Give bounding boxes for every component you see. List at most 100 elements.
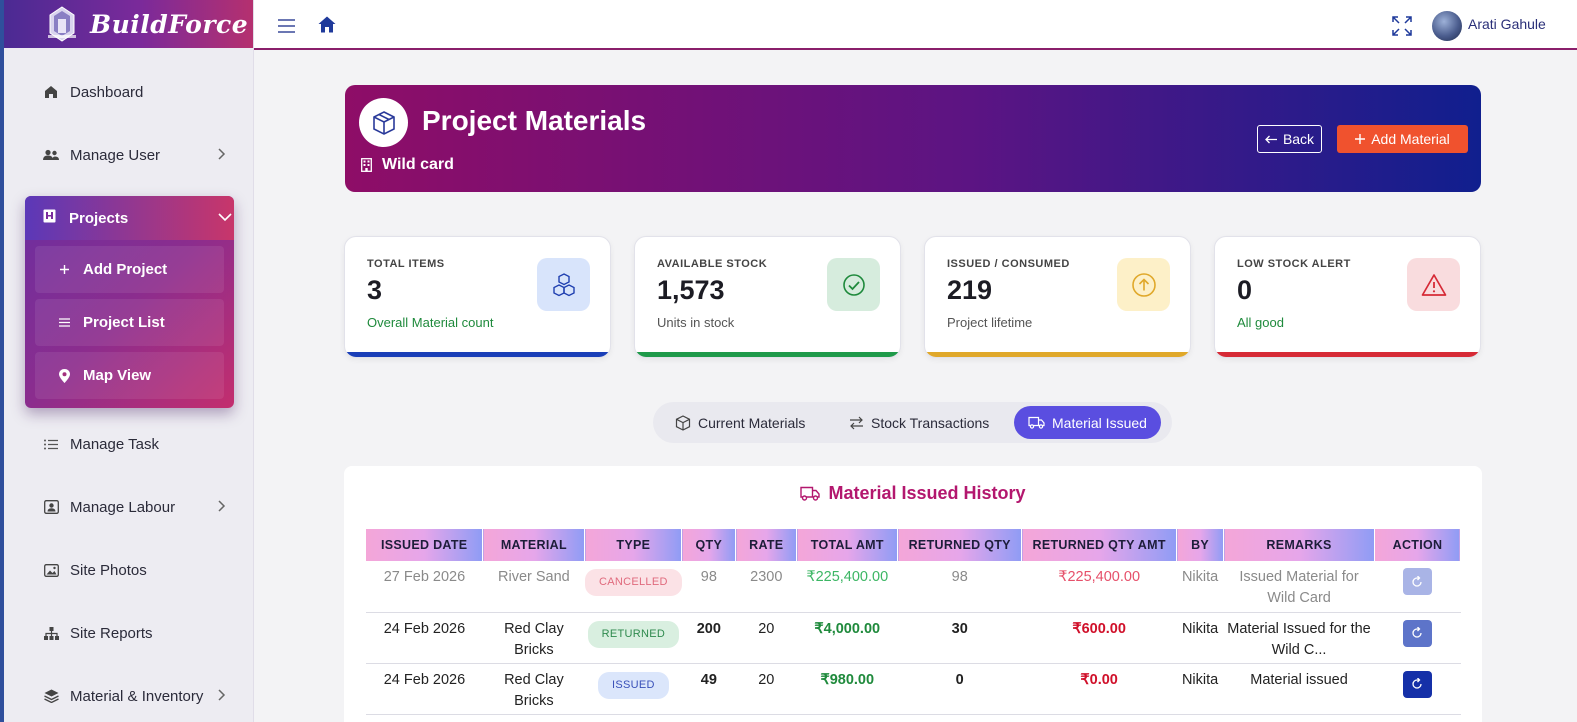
cell-returned-qty: 0: [897, 663, 1022, 715]
hamburger-menu-icon[interactable]: [278, 19, 295, 33]
back-button[interactable]: Back: [1257, 125, 1322, 153]
building-icon: [361, 158, 372, 172]
project-subtitle: Wild card: [361, 156, 454, 174]
list-icon: [42, 435, 60, 453]
col-total-amt[interactable]: TOTAL AMT: [796, 529, 899, 561]
return-button[interactable]: [1402, 670, 1432, 698]
return-button[interactable]: [1402, 568, 1432, 595]
cell-action: [1374, 561, 1461, 613]
return-button[interactable]: [1402, 619, 1432, 647]
chevron-right-icon: [218, 148, 226, 160]
sidebar-item-dashboard[interactable]: Dashboard: [4, 72, 254, 112]
cell-rate: 2300: [735, 561, 797, 613]
cell-by: Nikita: [1176, 663, 1224, 715]
cell-total: ₹980.00: [796, 663, 898, 715]
home-icon: [42, 83, 60, 101]
cell-action: [1374, 663, 1461, 715]
status-badge: RETURNED: [587, 620, 680, 648]
cell-qty: 98: [681, 561, 736, 613]
cell-material: Red Clay Bricks: [482, 663, 585, 715]
col-returned-qty-amt[interactable]: RETURNED QTY AMT: [1021, 529, 1178, 561]
stat-accent-bar: [635, 352, 900, 357]
history-panel: Material Issued History ISSUED DATE MATE…: [344, 466, 1482, 722]
fullscreen-icon[interactable]: [1392, 16, 1412, 36]
box-icon: [359, 98, 408, 147]
col-by[interactable]: BY: [1176, 529, 1225, 561]
user-name[interactable]: Arati Gahule: [1468, 16, 1546, 32]
box-icon: [675, 414, 691, 431]
tab-material-issued[interactable]: Material Issued: [1014, 406, 1161, 439]
chevron-right-icon: [218, 500, 226, 512]
cubes-icon: [537, 258, 590, 311]
sidebar-subitem-label: Add Project: [83, 261, 168, 278]
sidebar-item-label: Projects: [69, 209, 129, 227]
swap-icon: [850, 416, 863, 429]
col-rate[interactable]: RATE: [735, 529, 798, 561]
projects-icon: [43, 209, 61, 227]
sidebar-item-manage-labour[interactable]: Manage Labour: [4, 487, 254, 527]
tab-current-materials[interactable]: Current Materials: [661, 406, 819, 439]
home-icon[interactable]: [318, 16, 336, 33]
sidebar-subitem-label: Project List: [83, 314, 165, 331]
stat-label: LOW STOCK ALERT: [1237, 258, 1351, 270]
col-material[interactable]: MATERIAL: [482, 529, 586, 561]
sidebar-subitem-map-view[interactable]: Map View: [35, 352, 224, 399]
back-button-label: Back: [1282, 131, 1315, 147]
stat-label: AVAILABLE STOCK: [657, 258, 768, 270]
check-circle-icon: [827, 258, 880, 311]
sidebar-item-label: Material & Inventory: [70, 687, 204, 705]
sidebar-item-label: Manage Labour: [70, 498, 176, 516]
sidebar-subitem-add-project[interactable]: Add Project: [35, 246, 224, 293]
arrow-left-icon: [1265, 135, 1277, 143]
list-icon: [57, 318, 71, 327]
sidebar-item-material-inventory[interactable]: Material & Inventory: [4, 676, 254, 716]
avatar[interactable]: [1432, 11, 1462, 41]
stat-accent-bar: [1215, 352, 1480, 357]
projects-menu: Projects Add Project Project List Map Vi…: [25, 196, 234, 408]
table-header-row: ISSUED DATE MATERIAL TYPE QTY RATE TOTAL…: [366, 529, 1462, 561]
col-returned-qty[interactable]: RETURNED QTY: [897, 529, 1023, 561]
sidebar-subitem-project-list[interactable]: Project List: [35, 299, 224, 346]
sidebar-item-site-reports[interactable]: Site Reports: [4, 613, 254, 653]
col-qty[interactable]: QTY: [681, 529, 737, 561]
sidebar-item-site-photos[interactable]: Site Photos: [4, 550, 254, 590]
col-type[interactable]: TYPE: [584, 529, 683, 561]
history-title-text: Material Issued History: [828, 483, 1026, 503]
col-issued-date[interactable]: ISSUED DATE: [366, 529, 484, 561]
stat-accent-bar: [345, 352, 610, 357]
stat-note: Overall Material count: [367, 315, 494, 330]
sidebar-item-label: Site Photos: [70, 561, 147, 579]
users-icon: [42, 146, 60, 164]
sidebar-item-manage-task[interactable]: Manage Task: [4, 424, 254, 464]
plus-icon: [57, 265, 71, 274]
sidebar-item-projects[interactable]: Projects: [25, 196, 234, 240]
table-row: 27 Feb 2026 River Sand CANCELLED 98 2300…: [366, 561, 1461, 613]
arrow-up-circle-icon: [1117, 258, 1170, 311]
sitemap-icon: [42, 624, 60, 642]
brand-name: BuildForce: [90, 9, 249, 39]
history-table: ISSUED DATE MATERIAL TYPE QTY RATE TOTAL…: [366, 529, 1462, 715]
map-pin-icon: [57, 368, 71, 383]
col-action[interactable]: ACTION: [1374, 529, 1462, 561]
col-remarks[interactable]: REMARKS: [1223, 529, 1375, 561]
cell-qty: 49: [681, 663, 736, 715]
status-badge: ISSUED: [597, 671, 669, 699]
cell-date: 24 Feb 2026: [366, 663, 483, 715]
tab-stock-transactions[interactable]: Stock Transactions: [835, 406, 1003, 439]
sidebar-item-manage-user[interactable]: Manage User: [4, 135, 254, 175]
refresh-icon: [1412, 575, 1423, 587]
warning-icon: [1407, 258, 1460, 311]
history-title: Material Issued History: [344, 483, 1482, 504]
stat-value: 219: [947, 275, 993, 305]
stat-value: 3: [367, 275, 383, 305]
stat-note: All good: [1237, 315, 1284, 330]
cell-type: RETURNED: [584, 612, 682, 664]
cell-remarks: Material Issued for the Wild C...: [1223, 612, 1375, 664]
chevron-down-icon: [218, 213, 232, 222]
stat-card-total-items: TOTAL ITEMS 3 Overall Material count: [344, 236, 611, 358]
add-material-button[interactable]: Add Material: [1337, 125, 1468, 153]
cell-remarks: Issued Material for Wild Card: [1223, 561, 1375, 613]
brand-header[interactable]: BuildForce: [4, 0, 253, 48]
material-tabs: Current Materials Stock Transactions Mat…: [653, 402, 1172, 443]
cell-returned-qty: 30: [897, 612, 1022, 664]
